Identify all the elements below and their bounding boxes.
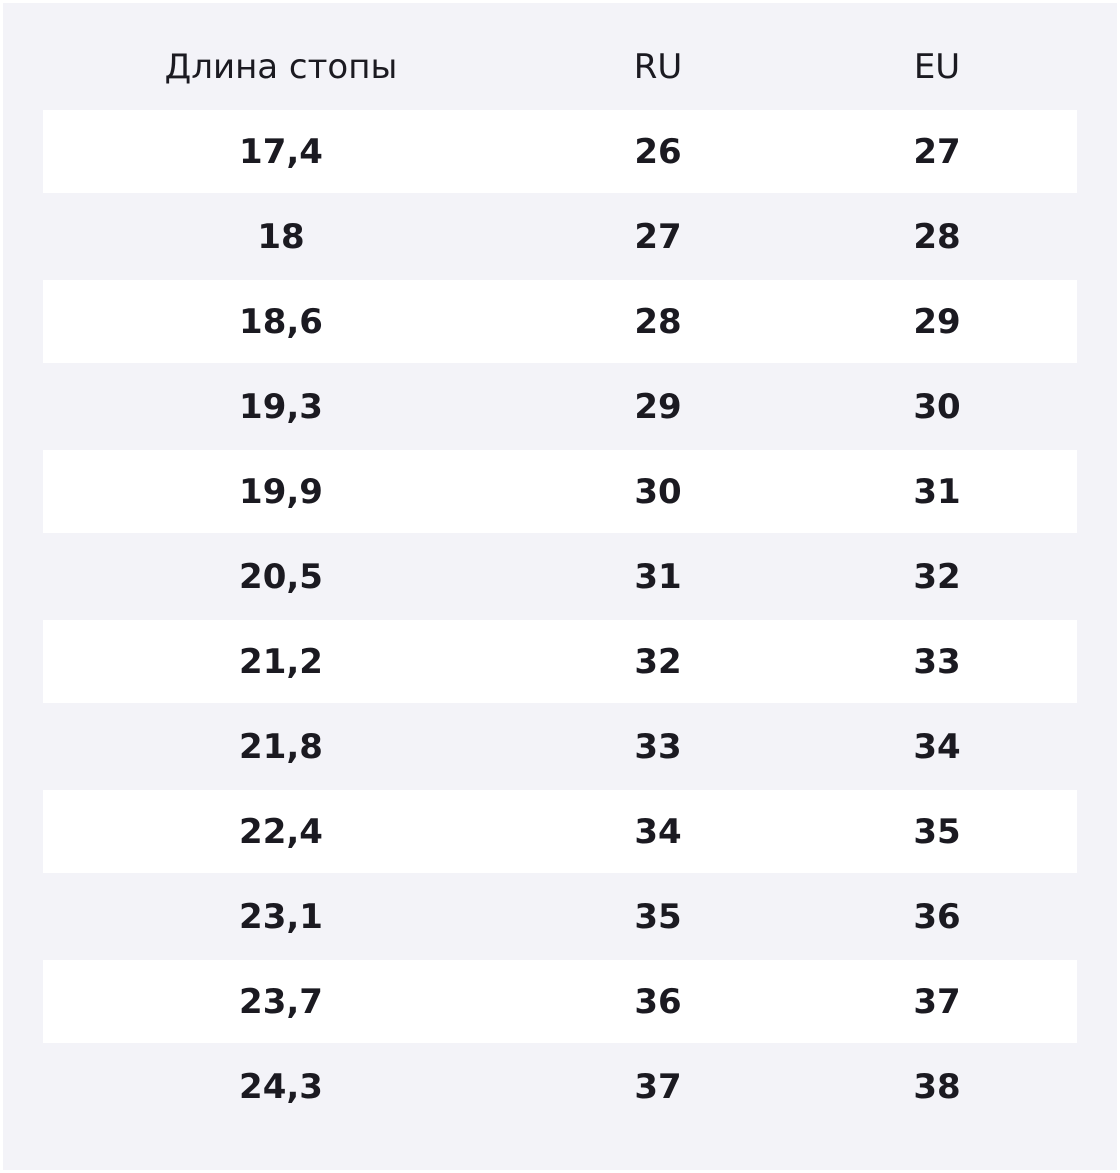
- table-cell: 34: [913, 727, 961, 767]
- table-cell: 17,4: [239, 132, 323, 172]
- table-cell: 30: [913, 387, 961, 427]
- column-header: RU: [633, 47, 683, 87]
- table-cell: 23,7: [239, 982, 323, 1022]
- table-cell: 35: [913, 812, 961, 852]
- table-cell: 37: [913, 982, 961, 1022]
- column-header: Длина стопы: [164, 47, 398, 87]
- table-cell: 38: [913, 1067, 961, 1107]
- row-stripe: [43, 450, 1077, 533]
- table-cell: 31: [913, 472, 961, 512]
- table-cell: 18: [257, 217, 305, 257]
- table-cell: 21,8: [239, 727, 323, 767]
- table-cell: 32: [913, 557, 961, 597]
- table-cell: 32: [634, 642, 682, 682]
- table-cell: 18,6: [239, 302, 323, 342]
- table-cell: 21,2: [239, 642, 323, 682]
- column-header: EU: [913, 47, 961, 87]
- table-cell: 19,3: [239, 387, 323, 427]
- table-cell: 29: [634, 387, 682, 427]
- table-cell: 27: [913, 132, 961, 172]
- table-cell: 36: [913, 897, 961, 937]
- row-stripe: [43, 110, 1077, 193]
- table-cell: 29: [913, 302, 961, 342]
- table-cell: 23,1: [239, 897, 323, 937]
- table-cell: 36: [634, 982, 682, 1022]
- table-cell: 27: [634, 217, 682, 257]
- table-cell: 33: [634, 727, 682, 767]
- table-cell: 26: [634, 132, 682, 172]
- row-stripe: [43, 960, 1077, 1043]
- table-cell: 28: [913, 217, 961, 257]
- row-stripe: [43, 620, 1077, 703]
- row-stripe: [43, 280, 1077, 363]
- table-cell: 31: [634, 557, 682, 597]
- table-cell: 19,9: [239, 472, 323, 512]
- table-cell: 22,4: [239, 812, 323, 852]
- table-cell: 37: [634, 1067, 682, 1107]
- row-stripe: [43, 790, 1077, 873]
- size-table: Длина стопы RU EU 17,4 26 27 18 27 28 18,6 28 29 19,…: [3, 3, 1117, 1170]
- table-cell: 35: [634, 897, 682, 937]
- table-cell: 28: [634, 302, 682, 342]
- table-cell: 34: [634, 812, 682, 852]
- table-cell: 33: [913, 642, 961, 682]
- table-cell: 20,5: [239, 557, 323, 597]
- table-cell: 24,3: [239, 1067, 323, 1107]
- table-cell: 30: [634, 472, 682, 512]
